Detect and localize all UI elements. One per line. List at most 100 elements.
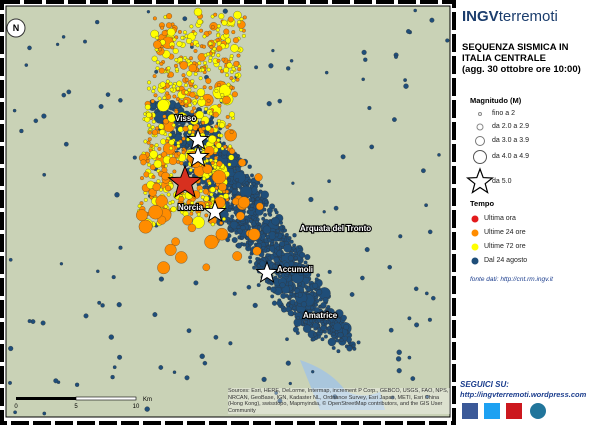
event-dot	[356, 340, 361, 345]
event-dot	[271, 217, 280, 226]
event-dot	[332, 311, 339, 318]
event-dot	[203, 60, 207, 65]
event-dot	[216, 138, 221, 143]
legend-symbols	[465, 112, 495, 265]
lake	[300, 360, 385, 410]
event-dot	[147, 137, 152, 142]
credits: Sources: Esri, HERE, DeLorme, Intermap, …	[228, 388, 450, 414]
event-dot	[187, 130, 192, 134]
event-dot	[263, 212, 268, 217]
event-dot	[116, 302, 122, 308]
event-dot	[200, 195, 205, 200]
event-dot	[150, 125, 155, 130]
event-dot	[172, 169, 177, 174]
event-dot	[221, 149, 228, 156]
event-dot	[236, 211, 245, 221]
event-dot	[292, 305, 297, 310]
event-dot	[168, 139, 175, 146]
event-dot	[226, 82, 231, 87]
event-dot	[33, 118, 39, 124]
event-dot	[186, 70, 193, 77]
event-dot	[407, 316, 412, 321]
event-dot	[13, 410, 17, 415]
event-dot	[210, 120, 215, 125]
event-dot	[27, 45, 32, 51]
event-dot	[166, 66, 171, 71]
event-dot	[255, 256, 260, 261]
legend-color	[471, 243, 479, 251]
event-dot	[174, 63, 178, 68]
follow-url[interactable]: http://ingvterremoti.wordpress.com	[460, 390, 587, 399]
event-dot	[182, 125, 189, 132]
event-dot	[218, 182, 227, 192]
scale-label: 10	[133, 404, 140, 410]
event-dot	[155, 60, 160, 65]
event-dot	[392, 117, 397, 122]
logo: INGVterremoti	[462, 8, 558, 25]
event-dot	[178, 99, 183, 104]
event-dot	[260, 190, 269, 199]
twitter-icon[interactable]	[484, 403, 500, 419]
event-dot	[413, 8, 417, 13]
event-dot	[360, 275, 365, 281]
event-dot	[327, 337, 337, 347]
wordpress-icon[interactable]	[530, 403, 546, 419]
event-dot	[162, 118, 169, 125]
event-dot	[276, 300, 283, 307]
place-label: Visso	[175, 114, 196, 123]
event-dot	[175, 97, 180, 101]
event-dot	[297, 263, 302, 268]
event-dot	[339, 338, 344, 342]
event-dot	[207, 30, 212, 35]
event-dot	[331, 331, 336, 336]
event-dot	[235, 77, 240, 82]
event-dot	[97, 300, 102, 305]
event-dot	[291, 246, 296, 251]
legend-color	[471, 229, 479, 237]
event-dot	[159, 61, 164, 66]
event-dot	[184, 375, 190, 381]
event-dot	[398, 234, 403, 239]
legend-circle	[476, 123, 484, 131]
event-dot	[271, 48, 275, 53]
event-dot	[231, 188, 238, 195]
event-dot	[159, 129, 166, 136]
event-dot	[146, 140, 151, 145]
north-arrow-n: N	[13, 23, 20, 33]
event-dot	[308, 196, 314, 203]
youtube-icon[interactable]	[506, 403, 522, 419]
legend-color	[471, 257, 479, 265]
event-dot	[264, 202, 269, 207]
event-dot	[170, 45, 175, 50]
event-dot	[166, 13, 173, 20]
event-dot	[218, 66, 223, 71]
frame	[0, 0, 456, 425]
event-dot	[214, 124, 219, 129]
event-dot	[241, 209, 246, 214]
event-dot	[212, 170, 226, 184]
event-dot	[139, 201, 144, 206]
event-dot	[320, 302, 327, 308]
event-dot	[181, 73, 186, 78]
facebook-icon[interactable]	[462, 403, 478, 419]
event-dot	[208, 55, 213, 60]
event-dot	[74, 382, 80, 387]
event-dot	[414, 322, 420, 328]
event-dot	[227, 16, 234, 23]
event-dot	[427, 317, 432, 322]
event-dot	[272, 264, 277, 269]
event-dot	[322, 210, 326, 214]
event-dot	[247, 228, 261, 241]
event-dot	[176, 144, 181, 149]
event-dot	[274, 391, 279, 395]
event-dot	[315, 298, 320, 303]
place-label: Norcia	[178, 203, 203, 212]
event-dot	[208, 41, 213, 46]
event-dot	[317, 334, 321, 339]
event-dot	[216, 24, 221, 29]
event-dot	[214, 88, 219, 93]
event-dot	[195, 110, 204, 120]
event-dot	[152, 16, 157, 21]
place-label: Arquata del Tronto	[300, 224, 371, 233]
event-dot	[157, 261, 170, 275]
